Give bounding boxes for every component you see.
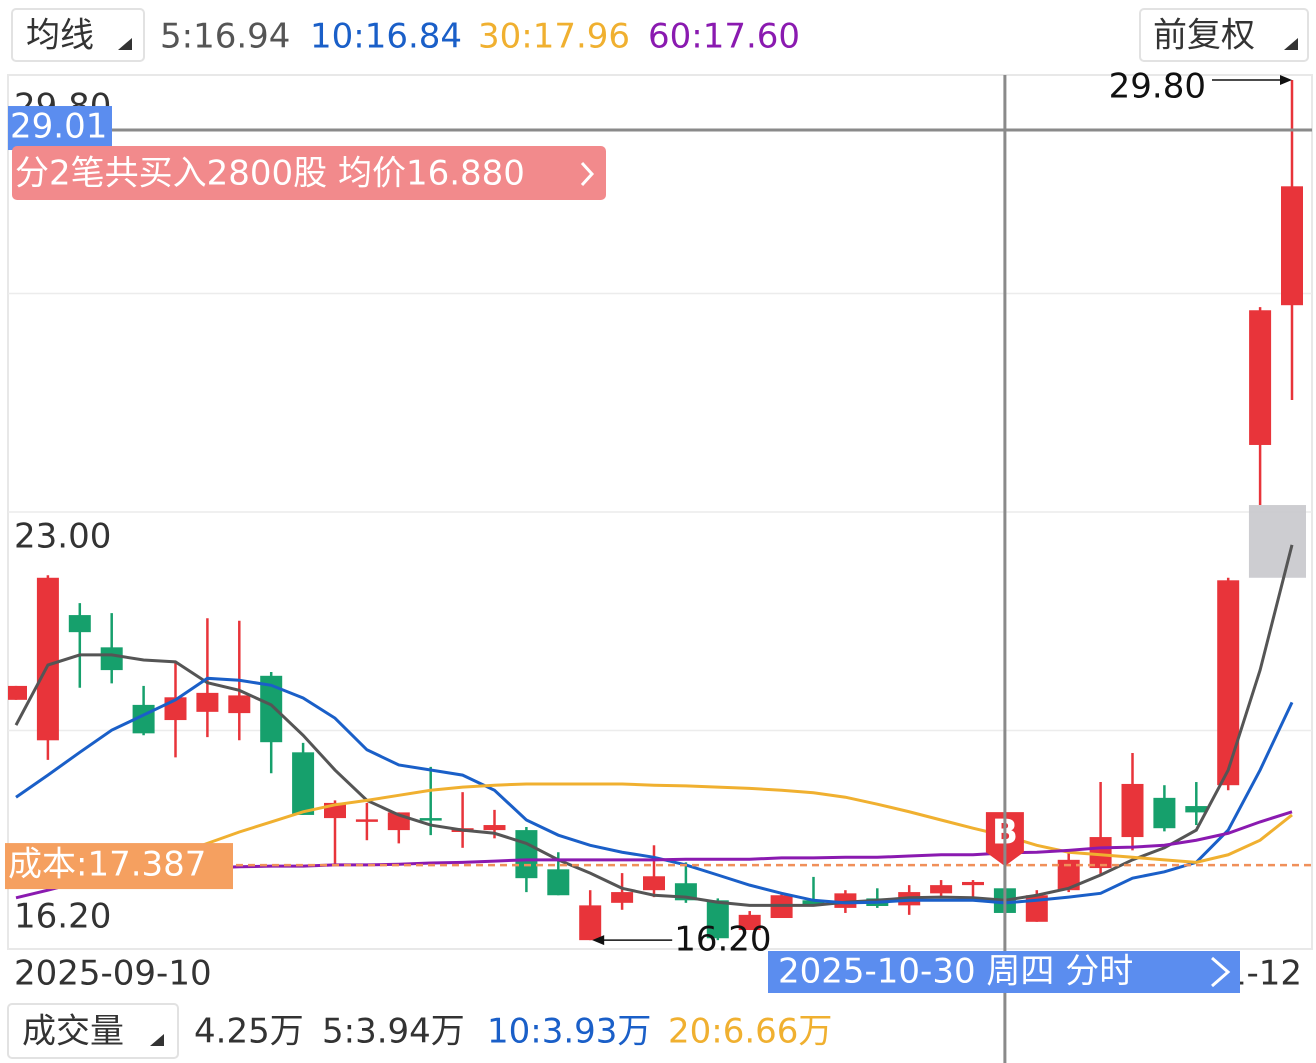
- candle-body: [419, 818, 442, 821]
- candle-body: [706, 900, 729, 939]
- dropdown-icon: [1284, 38, 1298, 50]
- candle-body: [1057, 859, 1080, 891]
- candle-body: [611, 892, 634, 903]
- crosshair-date: 2025-10-30 周四 分时: [778, 952, 1133, 992]
- ma-button[interactable]: 均线: [11, 8, 145, 62]
- candle-body: [1153, 797, 1176, 829]
- candle-body: [802, 900, 825, 905]
- candle-body: [834, 893, 857, 908]
- candle-body: [643, 876, 665, 891]
- chevron: [1211, 956, 1231, 988]
- max-label: 29.80: [1109, 67, 1206, 107]
- candle-body: [100, 647, 123, 671]
- candle-body: [930, 885, 953, 894]
- candle-body: [1185, 806, 1208, 813]
- overlay: 16.2023.0029.802025-09-102025-11-12成本:17…: [5, 67, 1312, 1063]
- y-tick-label: 16.20: [14, 897, 111, 937]
- ma-line: [15, 676, 1294, 905]
- trade-note-bg: [12, 146, 606, 200]
- volume-ma: 20:6.66万: [668, 1012, 832, 1052]
- grid: [8, 292, 1312, 732]
- crosshair-price: 29.01: [10, 107, 107, 147]
- candle-body: [260, 675, 283, 743]
- candle-body: [1217, 580, 1240, 786]
- candle-body: [1281, 186, 1303, 306]
- button-label: 前复权: [1153, 16, 1255, 56]
- candle-body: [292, 752, 315, 815]
- candle-body: [8, 685, 27, 700]
- plot: [8, 80, 1312, 941]
- candle-body: [547, 869, 570, 896]
- ma-line: [14, 544, 1294, 907]
- legend-entry: 10:16.84: [310, 17, 462, 57]
- trade-note[interactable]: 分2笔共买入2800股 均价16.880: [12, 146, 606, 200]
- candle-body: [1089, 837, 1112, 869]
- button-label: 成交量: [22, 1012, 124, 1052]
- ma-line: [143, 782, 1293, 870]
- candle-body: [483, 825, 506, 831]
- x-tick-label: 2025-09-10: [14, 954, 212, 994]
- button-frame: [1139, 8, 1309, 62]
- arrow-head: [1280, 75, 1292, 86]
- legend-entry: 30:17.96: [478, 17, 630, 57]
- dropdown-icon: [150, 1034, 164, 1046]
- volume-value: 4.25万: [194, 1012, 304, 1052]
- candle-body: [1121, 783, 1144, 838]
- min-label: 16.20: [674, 920, 771, 960]
- crosshair-price-bg: [8, 106, 112, 151]
- cost-label: 成本:17.387: [8, 845, 206, 885]
- candle-body: [579, 905, 602, 941]
- button-label: 均线: [26, 16, 94, 56]
- candle-body: [515, 830, 538, 879]
- candle-body: [196, 692, 219, 712]
- button-frame: [7, 1003, 179, 1059]
- arrow-head: [592, 935, 605, 946]
- candle-body: [228, 695, 251, 714]
- adjust-button[interactable]: 前复权: [1139, 8, 1309, 62]
- volume-ma: 10:3.93万: [487, 1012, 651, 1052]
- chevron: [580, 161, 595, 187]
- candle-body: [355, 819, 378, 822]
- legend-entry: 60:17.60: [648, 17, 800, 57]
- crosshair-date-bg: [768, 951, 1240, 993]
- y-tick-label: 23.00: [14, 517, 111, 557]
- button-frame: [11, 8, 145, 62]
- gap-zone: [1248, 505, 1306, 578]
- candle-body: [962, 881, 984, 886]
- candle-body: [738, 914, 761, 931]
- trade-note-text: 分2笔共买入2800股 均价16.880: [15, 154, 525, 194]
- candle-body: [36, 577, 59, 741]
- dropdown-icon: [118, 38, 132, 50]
- volume-button[interactable]: 成交量: [7, 1003, 179, 1059]
- candle-body: [68, 615, 91, 633]
- volume-ma: 5:3.94万: [322, 1012, 465, 1052]
- cost-label-bg: [5, 843, 233, 890]
- candle-body: [1249, 310, 1272, 445]
- legend-entry: 5:16.94: [160, 17, 290, 57]
